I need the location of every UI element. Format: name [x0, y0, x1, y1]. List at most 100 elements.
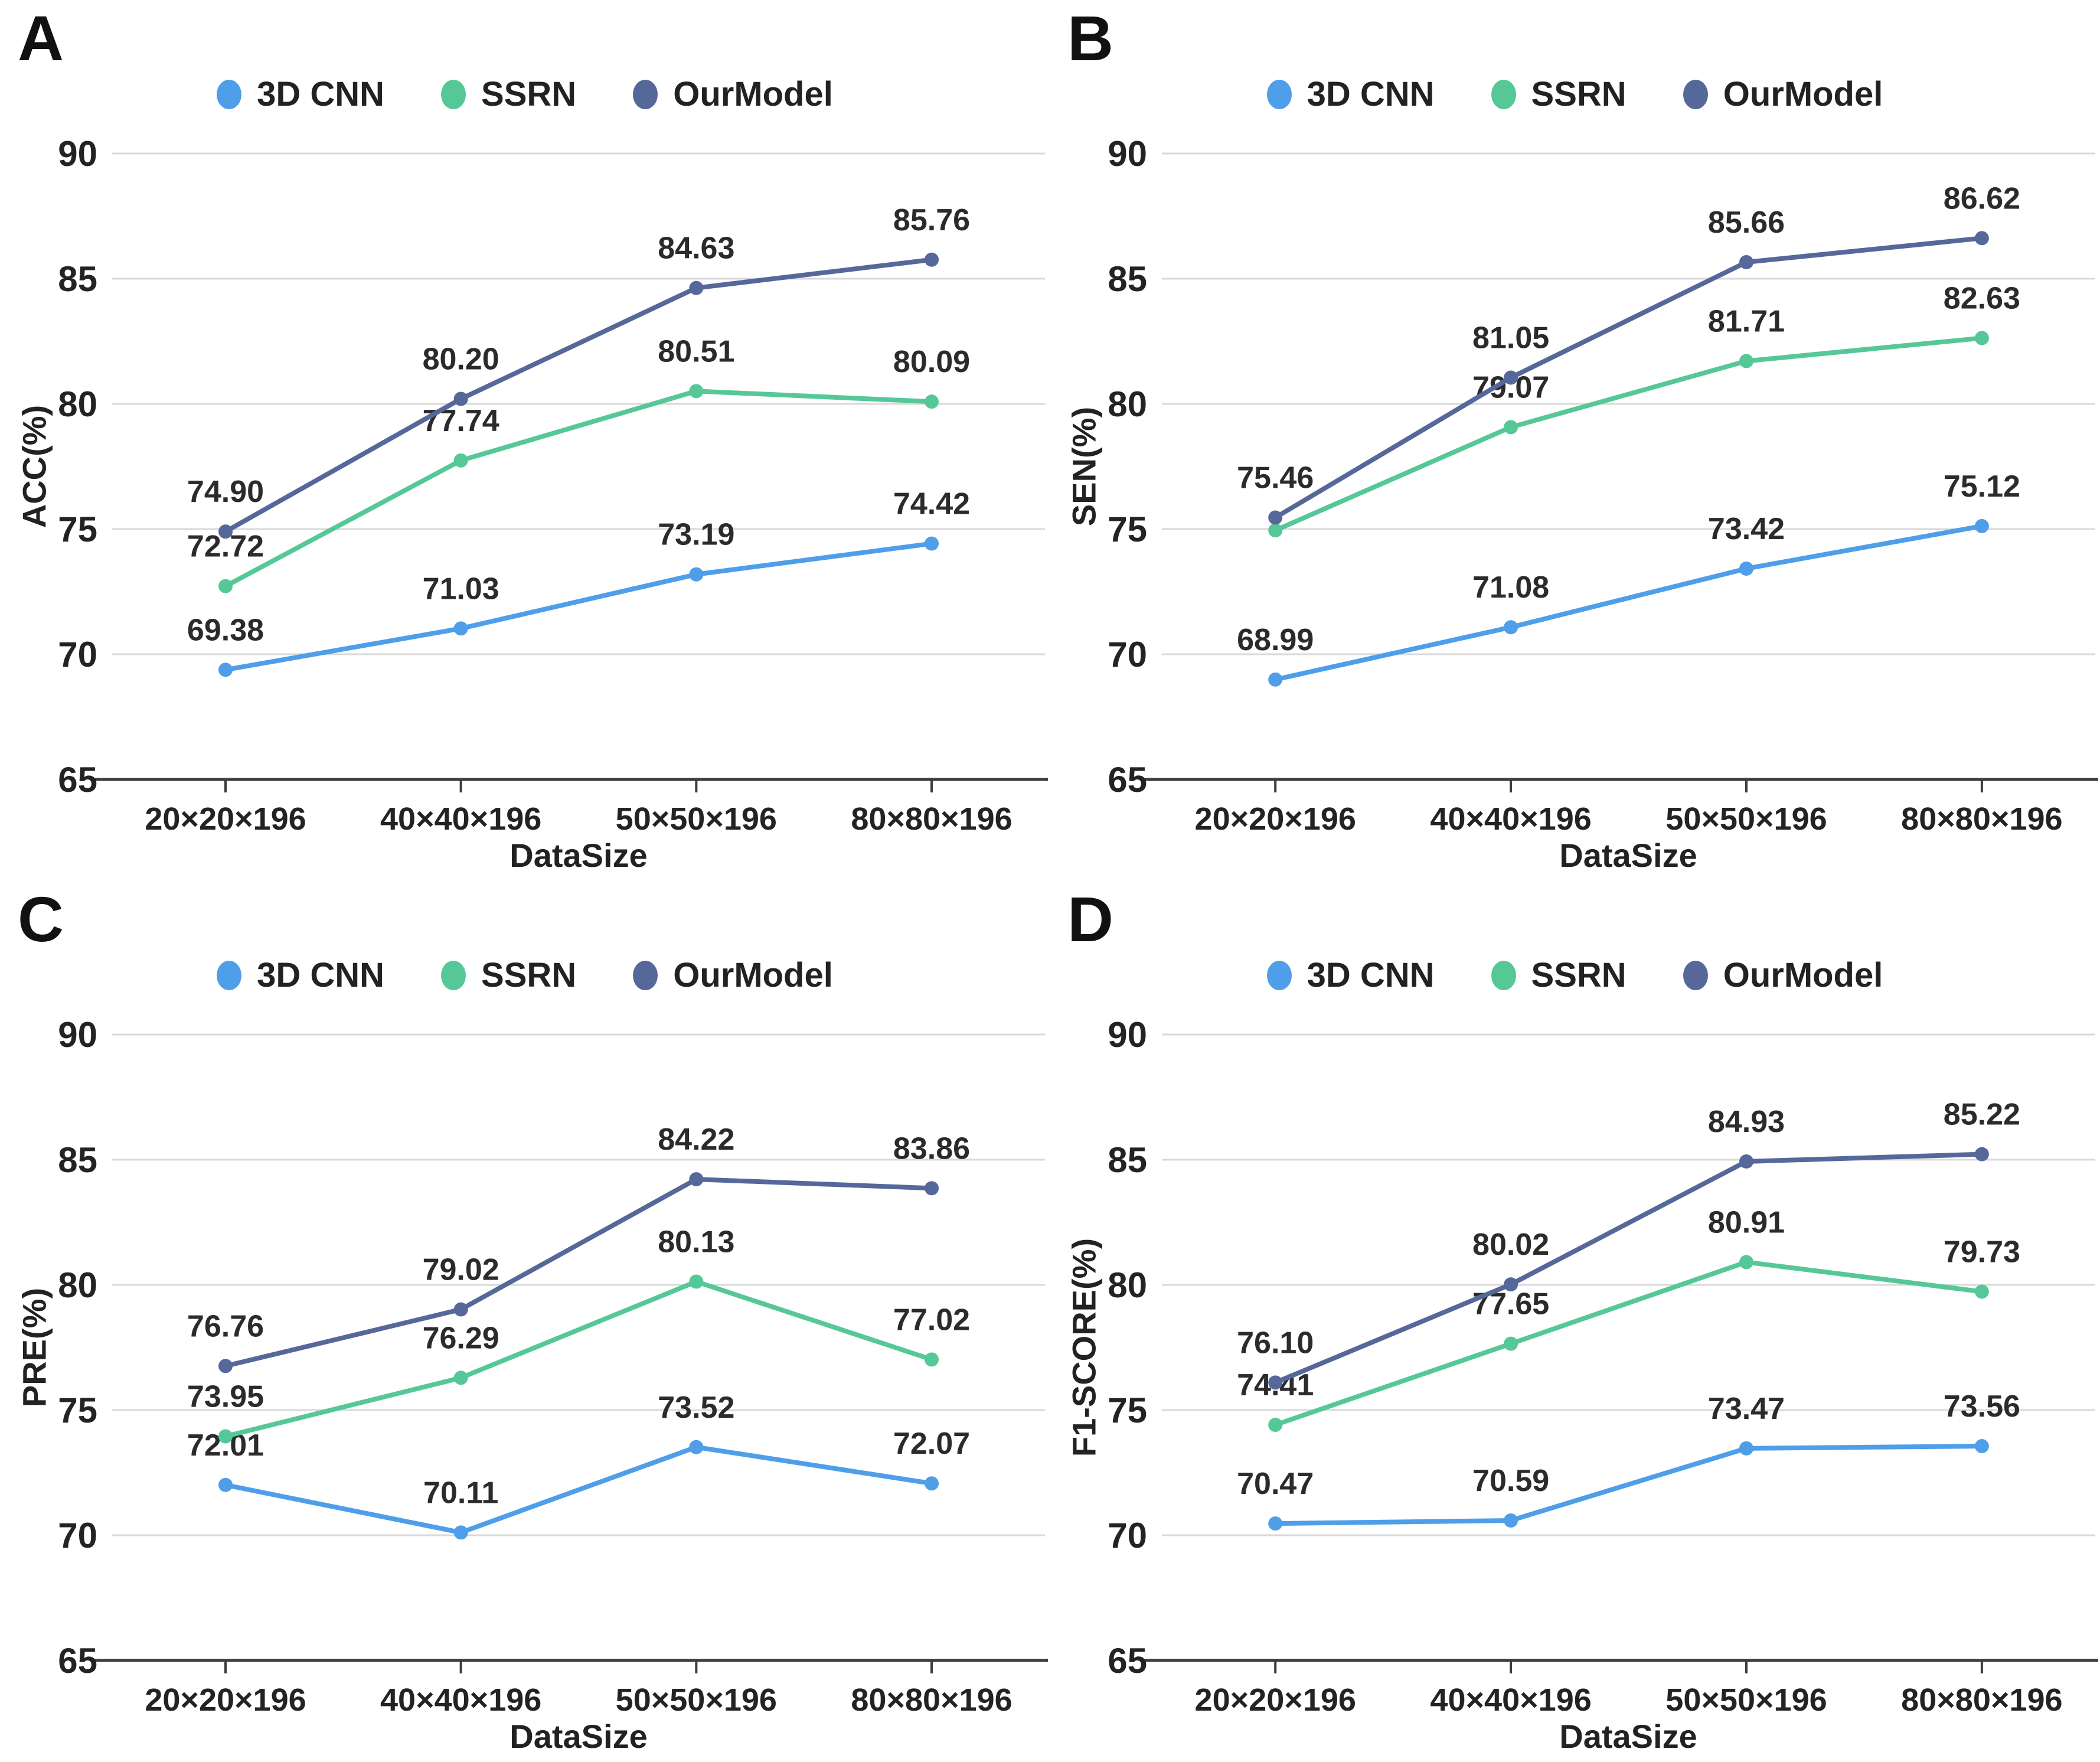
point-value-label: 73.95: [187, 1380, 264, 1414]
x-axis-title: DataSize: [510, 1718, 648, 1755]
point-value-label: 79.02: [423, 1253, 499, 1287]
point-value-label: 84.63: [658, 231, 734, 266]
y-tick-label: 80: [1108, 1265, 1147, 1305]
point-value-label: 75.12: [1944, 469, 2020, 504]
legend-item: SSRN: [441, 955, 576, 995]
x-tick-label: 80×80×196: [851, 1682, 1012, 1718]
data-point: [925, 1476, 939, 1491]
series-line: [1273, 1259, 1984, 1428]
legend-item: SSRN: [1491, 955, 1627, 995]
x-tick-label: 50×50×196: [616, 801, 777, 837]
data-point: [453, 1371, 468, 1385]
panel-letter: C: [18, 883, 64, 955]
point-value-label: 81.71: [1708, 305, 1785, 339]
y-tick-label: 75: [1108, 510, 1147, 549]
data-point: [1268, 672, 1283, 687]
data-point: [689, 1274, 704, 1289]
legend-dot-icon: [1683, 79, 1708, 109]
legend-item: 3D CNN: [217, 955, 384, 995]
legend-label: OurModel: [1723, 956, 1883, 994]
point-value-label: 81.05: [1472, 321, 1549, 355]
y-tick-label: 80: [1108, 384, 1147, 424]
point-value-label: 76.10: [1237, 1326, 1314, 1360]
x-axis-title: DataSize: [1559, 837, 1697, 874]
y-tick-label: 85: [1108, 259, 1147, 299]
data-point: [453, 621, 468, 636]
legend-item: OurModel: [633, 955, 833, 995]
y-tick-label: 90: [58, 134, 97, 174]
x-tick-label: 40×40×196: [1430, 1682, 1591, 1718]
legend: 3D CNN SSRN OurModel: [1050, 955, 2100, 995]
series-line: [1273, 1151, 1984, 1385]
data-point: [1739, 1255, 1754, 1270]
data-point: [1739, 255, 1754, 270]
legend-dot-icon: [217, 960, 242, 990]
data-point: [925, 252, 939, 267]
data-point: [218, 579, 233, 593]
data-point: [925, 536, 939, 551]
x-tick-label: 80×80×196: [1901, 801, 2062, 837]
series-line: [1273, 335, 1984, 533]
x-tick-label: 20×20×196: [145, 801, 306, 837]
legend-item: 3D CNN: [1266, 955, 1435, 995]
data-point: [689, 1172, 704, 1187]
x-tick-label: 50×50×196: [616, 1682, 777, 1718]
point-value-label: 70.59: [1472, 1464, 1549, 1498]
y-tick-label: 75: [1108, 1391, 1147, 1430]
point-value-label: 74.42: [893, 487, 970, 521]
point-value-label: 73.47: [1708, 1392, 1785, 1426]
data-point: [1268, 1375, 1283, 1390]
legend: 3D CNN SSRN OurModel: [1050, 74, 2100, 114]
y-tick-label: 65: [1108, 1641, 1147, 1681]
legend-label: OurModel: [1723, 75, 1883, 113]
point-value-label: 80.02: [1472, 1228, 1549, 1262]
data-point: [925, 1352, 939, 1367]
legend-dot-icon: [1266, 79, 1292, 109]
data-point: [1268, 1418, 1283, 1433]
panel-c-precision-chart: 90 85 80 75 70 65 20×20×196 40×40×196 50×50×196 8…: [0, 881, 1050, 1762]
point-value-label: 80.51: [658, 334, 734, 368]
x-tick-label: 40×40×196: [1430, 801, 1591, 837]
y-tick-label: 75: [58, 510, 97, 549]
point-value-label: 85.76: [893, 203, 970, 237]
legend-dot-icon: [1266, 960, 1292, 990]
data-point: [925, 1181, 939, 1196]
data-point: [1504, 620, 1518, 635]
y-tick-label: 65: [1108, 760, 1147, 800]
x-tick-label: 20×20×196: [1195, 1682, 1356, 1718]
legend-dot-icon: [1491, 960, 1516, 990]
y-tick-label: 70: [58, 635, 97, 674]
point-value-label: 76.76: [187, 1309, 264, 1343]
data-point: [1974, 231, 1989, 246]
data-point: [689, 567, 704, 582]
line-chart-canvas: 90 85 80 75 70 65 20×20×196 40×40×196 50×50×196 8…: [58, 134, 1048, 837]
data-point: [1268, 1516, 1283, 1531]
point-value-label: 69.38: [187, 613, 264, 647]
legend-label: SSRN: [481, 75, 577, 113]
legend-label: SSRN: [1531, 75, 1627, 113]
point-value-label: 70.11: [423, 1476, 498, 1510]
point-value-label: 85.22: [1944, 1098, 2020, 1132]
x-tick-label: 80×80×196: [1901, 1682, 2062, 1718]
series-line: [1273, 236, 1984, 520]
legend-item: OurModel: [1683, 74, 1883, 114]
data-point: [218, 524, 233, 539]
data-point: [218, 1429, 233, 1444]
x-axis-title: DataSize: [1559, 1718, 1697, 1755]
line-chart-canvas: 90 85 80 75 70 65 20×20×196 40×40×196 50×50×196 8…: [1108, 134, 2098, 837]
y-tick-label: 80: [58, 1265, 97, 1305]
legend-dot-icon: [633, 79, 658, 109]
data-point: [453, 391, 468, 406]
panel-letter: B: [1067, 2, 1114, 74]
panel-letter: A: [18, 2, 64, 74]
data-point: [453, 1525, 468, 1540]
series-line: [223, 541, 934, 673]
legend-dot-icon: [217, 79, 242, 109]
point-value-label: 80.91: [1708, 1205, 1785, 1239]
data-point: [1268, 523, 1283, 538]
point-value-label: 80.13: [658, 1225, 734, 1259]
y-tick-label: 85: [58, 259, 97, 299]
y-axis-title: PRE(%): [15, 1287, 53, 1408]
series-line: [223, 257, 934, 534]
point-value-label: 72.07: [893, 1427, 970, 1461]
